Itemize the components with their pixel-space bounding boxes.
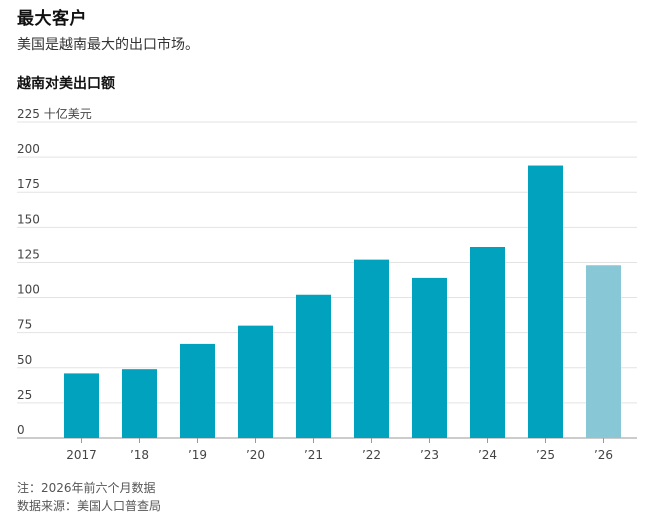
x-tick-label: ’24 <box>478 448 497 462</box>
bar-layer <box>64 165 621 438</box>
bar-9 <box>586 265 621 438</box>
y-tick-label: 75 <box>17 318 32 332</box>
chart-source: 数据来源：美国人口普查局 <box>17 499 162 513</box>
y-tick-label: 225 十亿美元 <box>17 106 92 121</box>
x-tick-label: ’25 <box>536 448 555 462</box>
bar-2 <box>180 343 215 438</box>
x-tick-label: ’20 <box>246 448 265 462</box>
y-tick-label: 50 <box>17 353 32 367</box>
y-tick-label: 125 <box>17 247 40 261</box>
bar-0 <box>64 373 99 438</box>
y-tick-label: 0 <box>17 423 25 437</box>
bar-6 <box>412 277 447 438</box>
chart-note: 注：2026年前六个月数据 <box>17 481 156 495</box>
y-tick-label: 100 <box>17 283 40 297</box>
x-tick-label: ’22 <box>362 448 381 462</box>
x-tick-label: ’18 <box>130 448 149 462</box>
x-tick-label: ’19 <box>188 448 207 462</box>
y-tick-label: 175 <box>17 177 40 191</box>
chart-title: 越南对美出口额 <box>17 76 115 92</box>
page-subtitle: 美国是越南最大的出口市场。 <box>17 37 199 53</box>
x-tick-label: ’23 <box>420 448 439 462</box>
bar-1 <box>122 369 157 438</box>
bar-3 <box>238 325 273 438</box>
x-tick-label: 2017 <box>66 448 97 462</box>
page-title: 最大客户 <box>17 9 87 29</box>
bar-5 <box>354 259 389 438</box>
bar-7 <box>470 246 505 438</box>
bar-chart: 0 25 50 75 100 125 150 175 200 225 十亿美元 2017 ’18 ’19… <box>17 106 637 462</box>
x-tick-label: ’21 <box>304 448 323 462</box>
x-tick-label: ’26 <box>594 448 613 462</box>
label-layer: 0 25 50 75 100 125 150 175 200 225 十亿美元 2017 ’18 ’19… <box>17 106 613 462</box>
y-tick-label: 25 <box>17 388 32 402</box>
y-tick-label: 200 <box>17 142 40 156</box>
bar-4 <box>296 294 331 438</box>
bar-8 <box>528 165 563 438</box>
y-tick-label: 150 <box>17 212 40 226</box>
